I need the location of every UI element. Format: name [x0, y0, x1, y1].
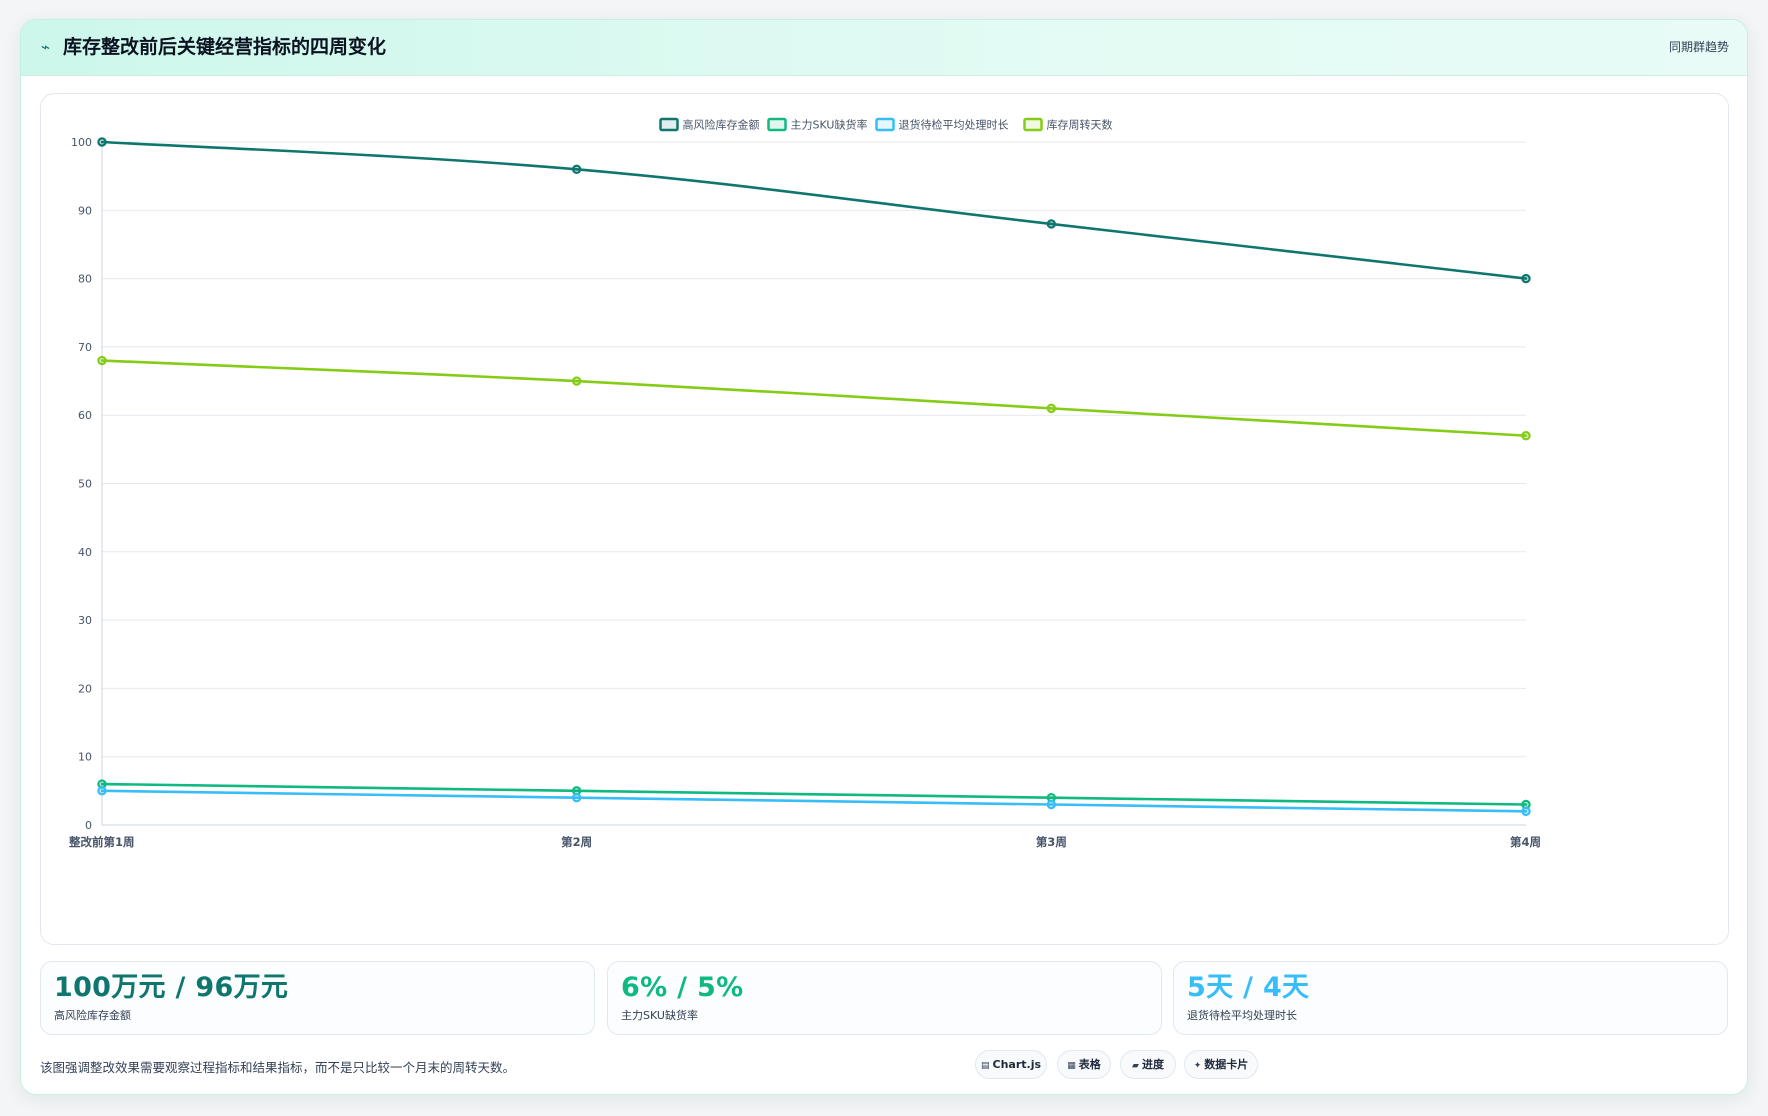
- y-tick-label: 10: [78, 751, 92, 764]
- series-line: [100, 782, 1528, 806]
- series-line: [100, 359, 1528, 437]
- legend-item: 库存周转天数: [1023, 117, 1113, 132]
- kpi-label: 主力SKU缺货率: [621, 1009, 698, 1022]
- data-point: [1046, 403, 1057, 414]
- chart-icon: ▤: [980, 1061, 990, 1071]
- chip-label: 数据卡片: [1204, 1058, 1249, 1071]
- sparkle-icon: ✦: [1193, 1061, 1202, 1071]
- data-point: [97, 786, 107, 796]
- kpi-value: 5天 / 4天: [1187, 972, 1310, 1003]
- legend-swatch: [659, 117, 679, 132]
- kpi-label: 高风险库存金额: [54, 1009, 131, 1022]
- data-point: [571, 376, 582, 386]
- kpi-value: 100万元 / 96万元: [54, 972, 289, 1003]
- chip-label: Chart.js: [992, 1058, 1042, 1071]
- legend-item: 高风险库存金额: [659, 117, 760, 132]
- chip-table[interactable]: ▦ 表格: [1057, 1050, 1111, 1079]
- y-tick-label: 80: [78, 273, 92, 286]
- legend-label: 高风险库存金额: [683, 118, 760, 132]
- chip-data-card[interactable]: ✦ 数据卡片: [1184, 1050, 1258, 1079]
- legend-swatch: [875, 117, 895, 132]
- legend-label: 库存周转天数: [1047, 118, 1113, 132]
- data-point: [1521, 806, 1531, 817]
- legend-item: 主力SKU缺货率: [767, 117, 868, 132]
- kpi-card-stockout-rate: 6% / 5% 主力SKU缺货率: [607, 961, 1162, 1035]
- y-tick-label: 40: [78, 546, 92, 559]
- x-tick-label: 第4周: [1510, 835, 1541, 849]
- y-tick-label: 20: [78, 682, 92, 695]
- y-tick-label: 100: [71, 136, 92, 149]
- chart-card: ⌁ 库存整改前后关键经营指标的四周变化 同期群趋势 高风险库存金额主力SKU缺货…: [20, 19, 1748, 1095]
- data-point: [97, 355, 107, 366]
- kpi-label: 退货待检平均处理时长: [1187, 1009, 1297, 1022]
- chip-chartjs[interactable]: ▤ Chart.js: [975, 1050, 1047, 1079]
- line-chart: 高风险库存金额 主力SKU缺货率 退货待检平均处理时长 库存周转天数 0 10 20 30 4…: [68, 117, 1541, 850]
- data-point: [1521, 430, 1531, 441]
- y-tick-label: 0: [85, 819, 92, 832]
- legend-label: 退货待检平均处理时长: [899, 118, 1009, 132]
- data-point: [1046, 799, 1057, 810]
- legend-swatch: [767, 117, 787, 132]
- data-point: [1521, 273, 1531, 284]
- legend-swatch: [1023, 117, 1043, 132]
- header-tag: 同期群趋势: [1668, 40, 1729, 54]
- series-line: [100, 140, 1528, 280]
- y-tick-label: 50: [78, 478, 92, 491]
- card-header: ⌁ 库存整改前后关键经营指标的四周变化 同期群趋势: [21, 20, 1747, 76]
- x-tick-label: 第3周: [1036, 835, 1067, 849]
- x-tick-label: 整改前第1周: [68, 835, 135, 849]
- legend-item: 退货待检平均处理时长: [875, 117, 1009, 132]
- data-point: [97, 137, 107, 147]
- data-point: [1046, 219, 1057, 229]
- pulse-icon: ⌁: [41, 38, 51, 56]
- kpi-card-return-processing-time: 5天 / 4天 退货待检平均处理时长: [1173, 961, 1728, 1035]
- data-point: [571, 792, 582, 803]
- y-tick-label: 30: [78, 614, 92, 627]
- x-tick-label: 第2周: [561, 835, 592, 849]
- chip-progress[interactable]: ▰ 进度: [1120, 1050, 1176, 1079]
- y-tick-label: 70: [78, 341, 92, 354]
- progress-icon: ▰: [1132, 1061, 1139, 1071]
- data-point: [571, 164, 582, 175]
- chart-title: 库存整改前后关键经营指标的四周变化: [63, 36, 387, 58]
- kpi-value: 6% / 5%: [621, 972, 744, 1003]
- legend-label: 主力SKU缺货率: [791, 118, 868, 132]
- y-tick-label: 90: [78, 204, 92, 217]
- y-tick-label: 60: [78, 409, 92, 422]
- kpi-card-high-risk-inventory: 100万元 / 96万元 高风险库存金额: [40, 961, 595, 1035]
- table-icon: ▦: [1067, 1061, 1076, 1071]
- footnote: 该图强调整改效果需要观察过程指标和结果指标，而不是只比较一个月末的周转天数。: [40, 1060, 516, 1075]
- series-line: [100, 789, 1528, 813]
- chip-label: 表格: [1078, 1058, 1101, 1071]
- chip-label: 进度: [1141, 1058, 1164, 1071]
- chart-panel: 高风险库存金额 主力SKU缺货率 退货待检平均处理时长 库存周转天数 0 10 20 30 4…: [40, 93, 1729, 945]
